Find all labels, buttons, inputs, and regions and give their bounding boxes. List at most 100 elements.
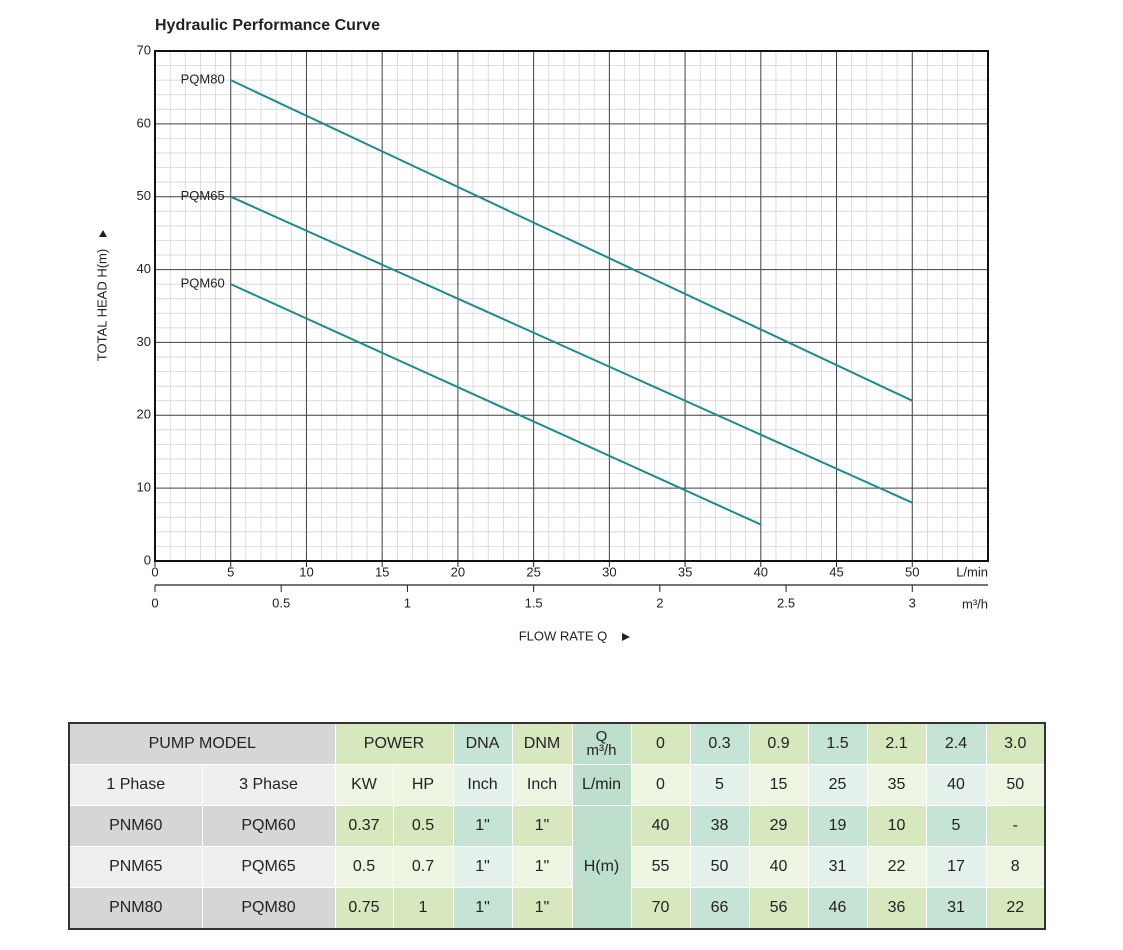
x-tick-label: 40 — [754, 564, 768, 579]
x-tick-label: 25 — [526, 564, 540, 579]
x-tick-label: 45 — [829, 564, 843, 579]
table-cell: 0.3 — [689, 722, 750, 765]
table-cell: PUMP MODEL — [68, 722, 336, 765]
table-cell: 1" — [511, 887, 573, 930]
table-cell: 1" — [511, 846, 573, 888]
x-axis-label: FLOW RATE Q — [519, 628, 608, 643]
x-tick-label: 50 — [905, 564, 919, 579]
y-tick-label: 10 — [137, 480, 151, 495]
table-cell: 55 — [630, 846, 691, 888]
table-cell: 36 — [866, 887, 927, 930]
curve — [230, 283, 762, 526]
table-cell: 50 — [985, 764, 1046, 806]
x2-tick-label: 2.5 — [777, 595, 795, 610]
table-cell: 3.0 — [985, 722, 1046, 765]
y-tick-label: 60 — [137, 115, 151, 130]
x2-tick-label: 2 — [656, 595, 663, 610]
table-cell: 22 — [866, 846, 927, 888]
table-cell: 31 — [807, 846, 868, 888]
y-tick-label: 0 — [144, 552, 151, 567]
table-cell: 70 — [630, 887, 691, 930]
x2-tick-label: 0 — [151, 595, 158, 610]
table-cell: - — [985, 805, 1046, 847]
y-axis-label: TOTAL HEAD H(m) — [94, 249, 109, 361]
table-cell: 50 — [689, 846, 750, 888]
table-cell: 0.5 — [392, 805, 454, 847]
q-label: Q — [595, 728, 608, 745]
table-cell: 56 — [748, 887, 809, 930]
table-cell: 38 — [689, 805, 750, 847]
table-cell: L/min — [571, 764, 632, 806]
y-tick-label: 30 — [137, 334, 151, 349]
x2-tick-label: 0.5 — [272, 595, 290, 610]
table-cell: 5 — [689, 764, 750, 806]
table-cell: 8 — [985, 846, 1046, 888]
y-tick-label: 50 — [137, 188, 151, 203]
x-arrow — [622, 633, 630, 641]
table-cell: 5 — [925, 805, 987, 847]
table-cell: 0 — [630, 722, 691, 765]
x-tick-label: 20 — [451, 564, 465, 579]
x2-tick-label: 1.5 — [525, 595, 543, 610]
table-cell: H(m) — [571, 805, 632, 930]
x-tick-label: 15 — [375, 564, 389, 579]
chart-title: Hydraulic Performance Curve — [155, 17, 380, 34]
table-cell: DNM — [511, 722, 573, 765]
y-tick-label: 40 — [137, 261, 151, 276]
table-cell: PQM65 — [201, 846, 336, 888]
x-tick-label: 0 — [151, 564, 158, 579]
table-cell: 29 — [748, 805, 809, 847]
table-cell: 1 — [392, 887, 454, 930]
table-cell: 40 — [925, 764, 987, 806]
table-cell: 0.75 — [334, 887, 394, 930]
x-unit: L/min — [956, 564, 988, 579]
x-tick-label: 30 — [602, 564, 616, 579]
table-cell: PQM60 — [201, 805, 336, 847]
table-cell: 40 — [630, 805, 691, 847]
q-unit: m³/h — [586, 742, 617, 759]
table-cell: 25 — [807, 764, 868, 806]
table-cell: HP — [392, 764, 454, 806]
table-cell: 19 — [807, 805, 868, 847]
table-cell: 15 — [748, 764, 809, 806]
table-cell: 2.1 — [866, 722, 927, 765]
table-cell: 1 Phase — [68, 764, 203, 806]
table-cell: 10 — [866, 805, 927, 847]
table-cell: 0.9 — [748, 722, 809, 765]
table-cell: 66 — [689, 887, 750, 930]
x-tick-label: 5 — [227, 564, 234, 579]
series-label: PQM60 — [181, 276, 225, 291]
x-tick-label: 10 — [299, 564, 313, 579]
curve — [230, 79, 913, 402]
table-cell: 2.4 — [925, 722, 987, 765]
table-cell: 17 — [925, 846, 987, 888]
table-cell: PQM80 — [201, 887, 336, 930]
table-cell: 0.37 — [334, 805, 394, 847]
table-cell: PNM80 — [68, 887, 203, 930]
table-cell: Inch — [511, 764, 573, 806]
table-cell: Inch — [452, 764, 513, 806]
table-cell: 46 — [807, 887, 868, 930]
table-cell: PNM60 — [68, 805, 203, 847]
table-cell: 31 — [925, 887, 987, 930]
x-tick-label: 35 — [678, 564, 692, 579]
table-cell: 1" — [511, 805, 573, 847]
x2-tick-label: 1 — [404, 595, 411, 610]
table-cell: 0 — [630, 764, 691, 806]
table-cell: DNA — [452, 722, 513, 765]
table-cell: KW — [334, 764, 394, 806]
table-cell: POWER — [334, 722, 454, 765]
table-cell: 1" — [452, 846, 513, 888]
table-cell: 0.5 — [334, 846, 394, 888]
table-cell: 22 — [985, 887, 1046, 930]
plot-frame — [154, 50, 989, 562]
table-cell: 1" — [452, 887, 513, 930]
y-tick-label: 70 — [137, 42, 151, 57]
table-cell: 40 — [748, 846, 809, 888]
y-arrow — [99, 230, 107, 237]
series-label: PQM65 — [181, 188, 225, 203]
x2-tick-label: 3 — [909, 595, 916, 610]
